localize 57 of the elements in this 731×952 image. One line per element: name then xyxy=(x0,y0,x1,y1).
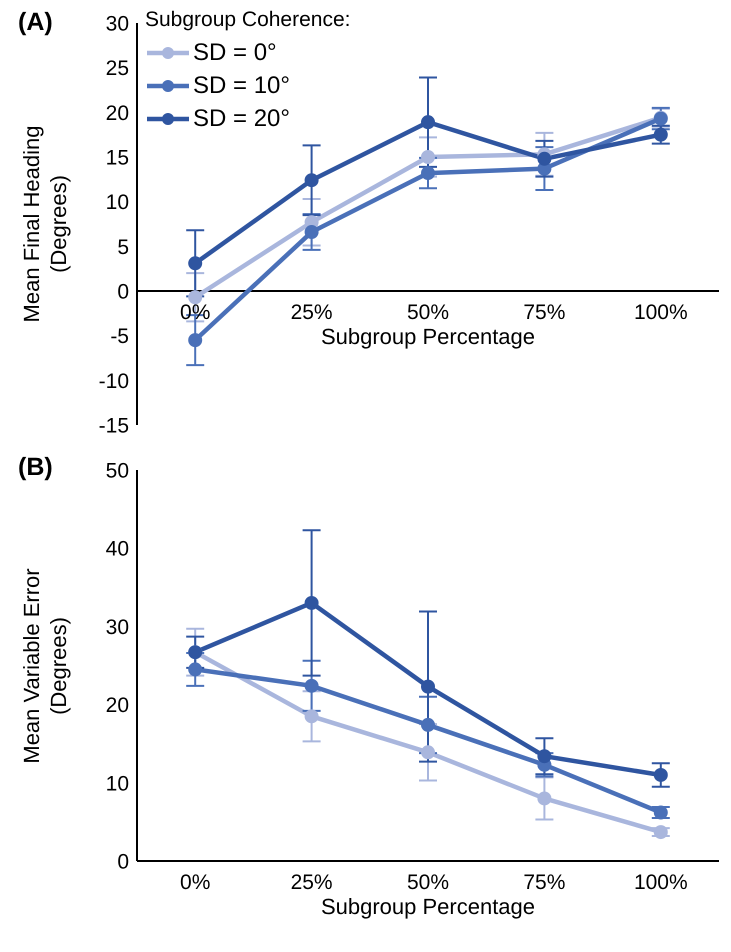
x-axis-title: Subgroup Percentage xyxy=(320,894,536,920)
y-tick-label: 10 xyxy=(106,191,129,214)
y-tick-label: 50 xyxy=(106,459,129,482)
point xyxy=(421,718,435,732)
point xyxy=(537,749,552,764)
point xyxy=(421,166,435,180)
y-tick-label: 30 xyxy=(106,616,129,639)
point xyxy=(304,173,319,188)
point xyxy=(537,791,552,806)
x-tick-label: 0% xyxy=(180,301,210,324)
y-axis-title: Mean Final Heading (Degrees) xyxy=(18,124,72,324)
x-tick-label: 100% xyxy=(634,871,688,894)
y-tick-label: 25 xyxy=(106,57,129,80)
point xyxy=(654,806,668,820)
point xyxy=(188,290,202,304)
y-tick-label: -15 xyxy=(98,414,129,438)
x-tick-label: 0% xyxy=(180,871,210,894)
y-tick-label: 15 xyxy=(106,146,129,170)
point xyxy=(421,150,435,164)
x-axis-title: Subgroup Percentage xyxy=(320,324,536,350)
legend-label: SD = 10° xyxy=(193,71,290,101)
y-axis-title: Mean Variable Error (Degrees) xyxy=(18,566,72,766)
point xyxy=(304,678,319,693)
point xyxy=(654,825,668,840)
chart-title: (A) xyxy=(18,8,53,37)
y-tick-label: 0 xyxy=(117,850,129,874)
chart-title: (B) xyxy=(18,453,53,482)
y-tick-label: 40 xyxy=(106,538,129,561)
y-tick-label: 20 xyxy=(106,694,129,718)
point xyxy=(188,662,202,676)
legend-title: Subgroup Coherence: xyxy=(145,8,350,32)
x-tick-label: 75% xyxy=(523,871,566,894)
y-tick-label: -10 xyxy=(98,370,129,393)
y-tick-label: 30 xyxy=(106,12,129,36)
x-tick-label: 50% xyxy=(406,301,450,324)
point xyxy=(654,768,668,782)
point xyxy=(188,333,202,348)
x-tick-label: 75% xyxy=(523,301,566,324)
point xyxy=(421,745,435,760)
point xyxy=(537,152,552,166)
y-tick-label: 20 xyxy=(106,102,129,125)
legend-label: SD = 20° xyxy=(193,104,290,134)
point xyxy=(304,225,319,240)
y-tick-label: -5 xyxy=(110,325,129,348)
y-tick-label: 0 xyxy=(117,280,129,304)
point xyxy=(188,256,202,270)
y-tick-label: 5 xyxy=(117,236,129,259)
point xyxy=(304,596,319,610)
point xyxy=(421,115,435,130)
x-tick-label: 25% xyxy=(290,301,333,324)
x-tick-label: 100% xyxy=(634,301,688,324)
point xyxy=(304,709,319,724)
point xyxy=(421,680,435,694)
legend-label: SD = 0° xyxy=(193,38,277,68)
x-tick-label: 25% xyxy=(290,871,333,894)
x-tick-label: 50% xyxy=(406,871,450,894)
y-tick-label: 10 xyxy=(106,772,129,796)
